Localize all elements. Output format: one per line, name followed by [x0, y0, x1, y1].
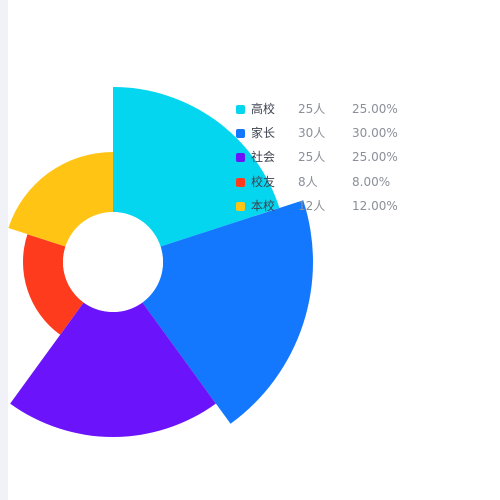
rose-slice-4[interactable]: [22, 234, 84, 335]
legend-value: 25人: [298, 150, 326, 165]
legend-item-jiazhang[interactable]: 家长 30人 30.00%: [236, 125, 436, 149]
legend-percent: 8.00%: [352, 174, 391, 189]
legend-swatch: [236, 153, 245, 163]
legend-label: 社会: [251, 150, 276, 165]
legend-item-benxiao[interactable]: 本校 12人 12.00%: [236, 198, 436, 222]
legend-item-shehui[interactable]: 社会 25人 25.00%: [236, 149, 436, 173]
legend-label: 高校: [251, 102, 276, 116]
legend-swatch: [236, 129, 245, 139]
legend-label: 本校: [251, 198, 276, 213]
rose-slice-3[interactable]: [10, 302, 216, 438]
legend-value: 12人: [298, 198, 326, 213]
legend-percent: 12.00%: [352, 198, 398, 213]
legend-swatch: [236, 201, 245, 211]
legend-percent: 25.00%: [352, 150, 398, 165]
rose-slice-2[interactable]: [142, 200, 313, 424]
legend-percent: 30.00%: [352, 126, 398, 141]
rose-slice-5[interactable]: [8, 152, 114, 247]
rose-slices: [8, 87, 313, 438]
legend-swatch: [236, 105, 245, 114]
center-hole: [63, 212, 163, 312]
legend-label: 校友: [251, 174, 276, 189]
legend-value: 30人: [298, 126, 326, 141]
legend-item-gaoxiao[interactable]: 高校 25人 25.00%: [236, 101, 436, 125]
legend-item-xiaoyou[interactable]: 校友 8人 8.00%: [236, 174, 436, 198]
legend-percent: 25.00%: [352, 102, 398, 116]
legend-swatch: [236, 177, 245, 187]
legend-value: 8人: [298, 174, 318, 189]
left-edge-strip: [0, 0, 8, 500]
legend-value: 25人: [298, 102, 326, 116]
chart-legend: 高校 25人 25.00% 家长 30人 30.00% 社会 25人 25.00…: [236, 101, 436, 222]
legend-label: 家长: [251, 126, 276, 141]
